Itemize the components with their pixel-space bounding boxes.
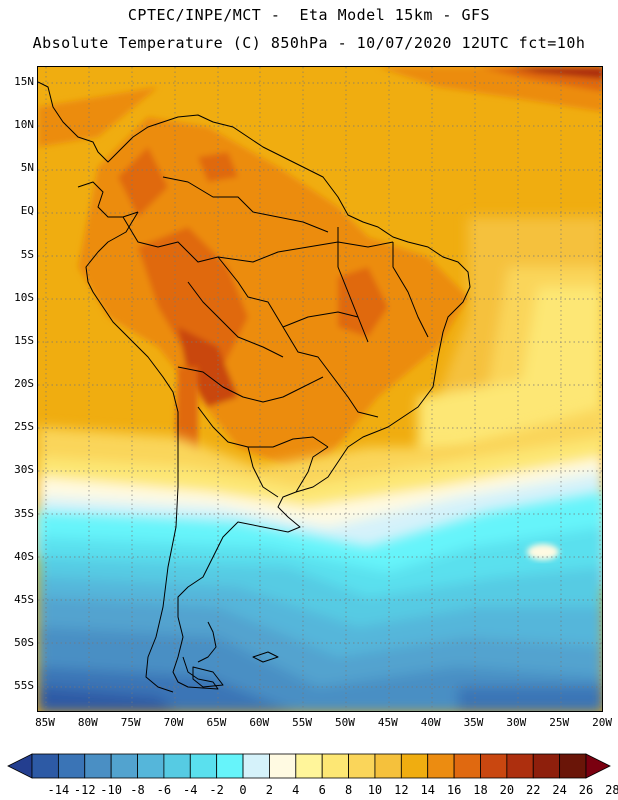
lat-label: 25S (14, 420, 34, 434)
lon-label: 40W (420, 716, 441, 729)
lat-label: 50S (14, 635, 34, 649)
colorbar-swatch (559, 753, 587, 779)
colorbar-swatch (506, 753, 534, 779)
colorbar-swatch (57, 753, 86, 779)
lat-label: 15N (14, 75, 34, 88)
lat-label: 55S (14, 679, 34, 693)
lat-label: 10S (14, 290, 34, 304)
lon-label: 75W (120, 716, 141, 729)
lon-label: 70W (163, 716, 184, 729)
colorbar-tick-label: -2 (209, 783, 224, 797)
colorbar-swatch (321, 753, 349, 779)
colorbar-swatch (242, 753, 270, 779)
lat-label: EQ (20, 204, 34, 218)
colorbar-tick-label: -14 (47, 783, 70, 797)
colorbar-tick-label: 20 (499, 783, 515, 797)
caribbean-hot-zone (38, 67, 602, 147)
colorbar-swatch (400, 753, 429, 779)
lon-label: 65W (206, 716, 227, 729)
lon-label: 35W (463, 716, 484, 729)
colorbar-min-arrow (7, 753, 33, 779)
colorbar-tick-label: 2 (265, 783, 274, 797)
colorbar-swatch (31, 753, 59, 779)
colorbar-tick-label: 14 (420, 783, 435, 797)
map-title-line2: Absolute Temperature (C) 850hPa - 10/07/… (32, 34, 586, 52)
lon-label: 30W (506, 716, 527, 729)
lat-label: 15S (14, 333, 34, 347)
colorbar-tick-label: -6 (156, 783, 172, 797)
colorbar-swatch (348, 753, 376, 779)
lon-label: 80W (77, 716, 98, 729)
temperature-map (37, 66, 603, 712)
colorbar-tick-label: 24 (552, 783, 567, 797)
colorbar-tick-label: -12 (73, 783, 96, 797)
map-title-line1: CPTEC/INPE/MCT - Eta Model 15km - GFS (127, 6, 491, 24)
lon-label: 25W (549, 716, 570, 729)
colorbar-tick-label: 16 (446, 783, 462, 797)
lat-label: 10N (14, 118, 34, 132)
colorbar-swatch (427, 753, 455, 779)
colorbar-swatch (453, 753, 481, 779)
colorbar-swatch (137, 753, 165, 779)
colorbar-tick-label: 22 (526, 783, 541, 797)
colorbar-tick-label: -10 (100, 783, 122, 797)
colorbar-max-arrow (585, 753, 611, 779)
lat-label: 20S (14, 377, 34, 391)
coastline-and-borders (38, 81, 471, 693)
colorbar-tick-label: 6 (318, 783, 326, 797)
continental-warm-interior (78, 117, 468, 467)
colorbar (7, 753, 611, 779)
lon-label: 45W (377, 716, 398, 729)
colorbar-tick-label: 12 (394, 783, 409, 797)
colorbar-tick-label: 8 (344, 783, 353, 797)
colorbar-tick-label: -8 (130, 783, 145, 797)
colorbar-swatch (532, 753, 561, 779)
lat-label: 5S (20, 247, 34, 261)
colorbar-swatch (480, 753, 508, 779)
colorbar-tick-label: 28 (605, 783, 618, 797)
colorbar-swatch (110, 753, 138, 779)
temperature-field (38, 67, 602, 711)
colorbar-tick-label: 18 (473, 783, 488, 797)
colorbar-tick-label: 4 (292, 783, 300, 797)
lat-label: 45S (14, 592, 34, 606)
lat-label: 30S (14, 463, 34, 477)
lon-label: 60W (249, 716, 270, 729)
colorbar-swatch (216, 753, 244, 779)
colorbar-tick-label: 0 (239, 783, 247, 797)
lon-label: 85W (35, 716, 55, 729)
colorbar-swatch (295, 753, 323, 779)
colorbar-swatch (163, 753, 191, 779)
colorbar-tick-label: 26 (578, 783, 594, 797)
colorbar-swatch (84, 753, 112, 779)
colorbar-swatch (189, 753, 218, 779)
lon-label: 50W (335, 716, 355, 729)
lat-label: 35S (14, 506, 34, 520)
lon-label: 20W (592, 716, 612, 729)
colorbar-swatch (374, 753, 402, 779)
colorbar-swatch (269, 753, 297, 779)
lon-label: 55W (292, 716, 313, 729)
colorbar-tick-label: -4 (183, 783, 198, 797)
colorbar-tick-label: 10 (367, 783, 383, 797)
south-atlantic-warm-blob (527, 544, 559, 560)
lat-label: 5N (20, 161, 34, 175)
lat-label: 40S (14, 549, 34, 563)
